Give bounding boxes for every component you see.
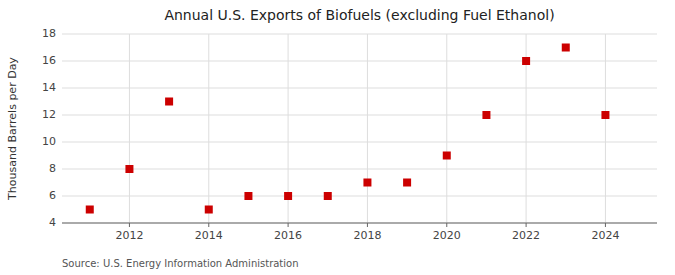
- point: [284, 192, 292, 200]
- point: [165, 98, 173, 106]
- point: [522, 57, 530, 65]
- y-tick-label: 10: [42, 135, 56, 148]
- y-grid-line: [62, 61, 657, 62]
- x-tick-label: 2022: [512, 229, 540, 242]
- points: [86, 44, 610, 214]
- y-grid-line: [62, 88, 657, 89]
- point: [324, 192, 332, 200]
- x-tick-label: 2016: [274, 229, 302, 242]
- chart: 4 6 8 10 12 14 16 18 2012 2014 2016 2018 2020 2022 202…: [0, 0, 675, 275]
- x-tick-mark: [526, 223, 527, 227]
- x-axis-line: [62, 223, 657, 224]
- point: [562, 44, 570, 52]
- x-grid-line: [367, 34, 368, 223]
- y-grid-line: [62, 196, 657, 197]
- x-tick-mark: [288, 223, 289, 227]
- axes: 4 6 8 10 12 14 16 18 2012 2014 2016 2018 2020 2022 202…: [42, 27, 657, 242]
- x-tick-mark: [129, 223, 130, 227]
- y-grid-line: [62, 223, 657, 224]
- y-grid-line: [62, 142, 657, 143]
- point: [601, 111, 609, 119]
- point: [363, 179, 371, 187]
- x-grid-line: [208, 34, 209, 223]
- y-grid-line: [62, 34, 657, 35]
- x-grid-line: [129, 34, 130, 223]
- y-tick-label: 8: [49, 162, 56, 175]
- title: Annual U.S. Exports of Biofuels (excludi…: [164, 7, 554, 23]
- y-tick-label: 6: [49, 189, 56, 202]
- x-grid-line: [446, 34, 447, 223]
- point: [125, 165, 133, 173]
- x-grid-line: [605, 34, 606, 223]
- x-tick-mark: [446, 223, 447, 227]
- y-tick-label: 16: [42, 54, 56, 67]
- y-tick-label: 14: [42, 81, 56, 94]
- x-tick-mark: [208, 223, 209, 227]
- x-tick-label: 2012: [115, 229, 143, 242]
- y-grid-line: [62, 115, 657, 116]
- grid: [62, 34, 657, 223]
- y-tick-label: 4: [49, 216, 56, 229]
- point: [482, 111, 490, 119]
- point: [443, 152, 451, 160]
- annotation: Source: U.S. Energy Information Administ…: [62, 258, 299, 269]
- x-tick-mark: [605, 223, 606, 227]
- y-axis-label: Thousand Barrels per Day: [6, 57, 19, 201]
- x-tick-mark: [367, 223, 368, 227]
- y-grid-line: [62, 169, 657, 170]
- x-tick-label: 2018: [353, 229, 381, 242]
- x-tick-label: 2014: [195, 229, 223, 242]
- y-tick-label: 18: [42, 27, 56, 40]
- x-tick-label: 2024: [591, 229, 619, 242]
- x-tick-label: 2020: [433, 229, 461, 242]
- point: [403, 179, 411, 187]
- y-tick-label: 12: [42, 108, 56, 121]
- point: [205, 206, 213, 214]
- point: [86, 206, 94, 214]
- point: [244, 192, 252, 200]
